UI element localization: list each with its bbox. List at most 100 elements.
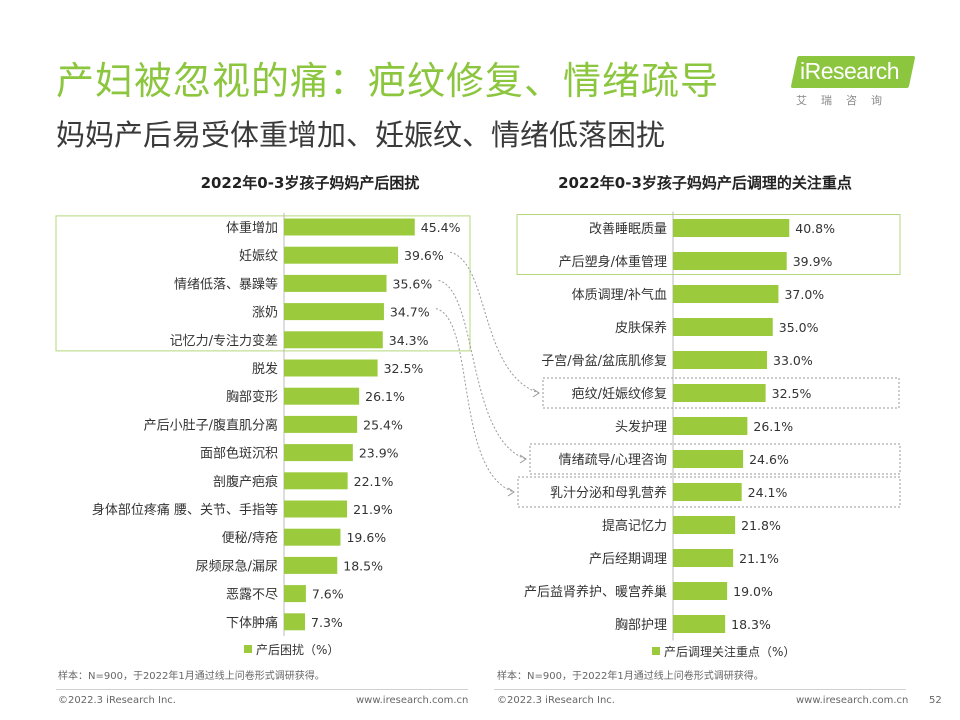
right-dotted-highlight-0 bbox=[542, 377, 900, 409]
chart-0-category-label-1: 妊娠纹 bbox=[239, 249, 278, 264]
chart-0-bar-10 bbox=[284, 500, 348, 518]
chart-1-value-label-4: 33.0% bbox=[773, 353, 813, 368]
chart-1-value-label-7: 24.6% bbox=[749, 452, 789, 467]
chart-1-value-label-0: 40.8% bbox=[795, 221, 835, 236]
chart-0-category-label-12: 尿频尿急/漏尿 bbox=[196, 558, 278, 574]
left-sample-note: 样本：N=900，于2022年1月通过线上问卷形式调研获得。 bbox=[58, 671, 325, 682]
chart-1-category-label-5: 疤纹/妊娠纹修复 bbox=[572, 387, 667, 402]
chart-0-bar-11 bbox=[284, 528, 341, 546]
chart-0-category-label-0: 体重增加 bbox=[226, 220, 278, 236]
right-footer-copyright: ©2022.3 iResearch Inc. bbox=[497, 695, 615, 706]
left-footer-divider bbox=[56, 689, 468, 690]
chart-0-category-label-8: 面部色斑沉积 bbox=[200, 446, 278, 462]
connector-arrowhead-2 bbox=[507, 487, 515, 497]
chart-0-value-label-7: 25.4% bbox=[363, 417, 403, 432]
chart-0-value-label-0: 45.4% bbox=[421, 220, 461, 235]
connector-arrow-2 bbox=[435, 308, 515, 493]
chart-0-category-label-14: 下体肿痛 bbox=[226, 615, 278, 631]
chart-1-bar-10 bbox=[673, 549, 734, 567]
chart-1-value-label-9: 21.8% bbox=[741, 518, 781, 533]
chart-0-legend-swatch bbox=[244, 645, 252, 653]
chart-1-value-label-2: 37.0% bbox=[784, 287, 824, 302]
connector-arrowhead-1 bbox=[519, 454, 527, 464]
right-sample-note: 样本：N=900，于2022年1月通过线上问卷形式调研获得。 bbox=[497, 671, 764, 682]
chart-0-bar-6 bbox=[284, 387, 360, 405]
chart-0-bar-2 bbox=[284, 274, 387, 292]
chart-0-bar-4 bbox=[284, 331, 383, 349]
chart-1-category-label-8: 乳汁分泌和母乳营养 bbox=[550, 485, 667, 501]
chart-0-bar-1 bbox=[284, 246, 399, 264]
chart-1-value-label-1: 39.9% bbox=[793, 254, 833, 269]
chart-0-value-label-11: 19.6% bbox=[346, 530, 386, 545]
chart-0-category-label-5: 脱发 bbox=[252, 361, 278, 377]
chart-1-value-label-6: 26.1% bbox=[753, 419, 793, 434]
chart-1-value-label-11: 19.0% bbox=[733, 584, 773, 599]
chart-1-category-label-6: 头发护理 bbox=[615, 419, 667, 435]
chart-0-bar-12 bbox=[284, 556, 338, 574]
chart-1-bar-1 bbox=[673, 252, 787, 270]
page-subtitle: 妈妈产后易受体重增加、妊娠纹、情绪低落困扰 bbox=[56, 118, 666, 152]
chart-1-bar-3 bbox=[673, 318, 773, 336]
chart-0-bar-9 bbox=[284, 472, 348, 490]
chart-0-value-label-6: 26.1% bbox=[365, 389, 405, 404]
left-chart-title: 2022年0-3岁孩子妈妈产后困扰 bbox=[200, 174, 420, 192]
chart-1-category-label-0: 改善睡眠质量 bbox=[589, 221, 667, 237]
page-title: 产妇被忽视的痛：疤纹修复、情绪疏导 bbox=[56, 59, 720, 103]
chart-0-category-label-13: 恶露不尽 bbox=[226, 588, 278, 603]
chart-1-category-label-1: 产后塑身/体重管理 bbox=[559, 254, 667, 270]
page-number: 52 bbox=[929, 695, 942, 706]
right-footer-url: www.iresearch.com.cn bbox=[796, 695, 909, 706]
chart-0-value-label-2: 35.6% bbox=[393, 276, 433, 291]
chart-1-bar-12 bbox=[673, 615, 726, 633]
right-dotted-highlight-1 bbox=[529, 443, 901, 475]
chart-0-highlight-box bbox=[55, 215, 471, 352]
right-footer-divider bbox=[494, 689, 906, 690]
chart-0-bar-5 bbox=[284, 359, 378, 377]
chart-0-category-label-4: 记忆力/专注力变差 bbox=[170, 333, 278, 349]
chart-1-category-label-10: 产后经期调理 bbox=[589, 552, 667, 567]
chart-0-category-label-10: 身体部位疼痛 腰、关节、手指等 bbox=[92, 502, 278, 518]
chart-0-value-label-10: 21.9% bbox=[353, 502, 393, 517]
chart-1-bar-6 bbox=[673, 417, 748, 435]
chart-0-value-label-4: 34.3% bbox=[389, 333, 429, 348]
chart-1-bar-7 bbox=[673, 450, 744, 468]
chart-0-category-label-9: 剖腹产疤痕 bbox=[213, 474, 278, 490]
chart-1-value-label-8: 24.1% bbox=[748, 485, 788, 500]
chart-0-value-label-5: 32.5% bbox=[384, 361, 424, 376]
chart-0-value-label-14: 7.3% bbox=[311, 615, 343, 630]
chart-1-legend-swatch bbox=[652, 647, 660, 655]
chart-0-bar-14 bbox=[284, 613, 306, 631]
chart-1-category-label-9: 提高记忆力 bbox=[602, 518, 667, 534]
chart-1-bar-5 bbox=[673, 384, 766, 402]
left-footer-copyright: ©2022.3 iResearch Inc. bbox=[58, 695, 176, 706]
right-dotted-highlight-2 bbox=[517, 476, 901, 508]
chart-1-value-label-5: 32.5% bbox=[772, 386, 812, 401]
chart-1-category-label-7: 情绪疏导/心理咨询 bbox=[559, 453, 667, 468]
iresearch-logo: iResearch 艾瑞咨询 bbox=[790, 50, 924, 108]
chart-0-category-label-2: 情绪低落、暴躁等 bbox=[174, 276, 278, 292]
right-chart-title: 2022年0-3岁孩子妈妈产后调理的关注重点 bbox=[558, 174, 852, 192]
logo-text: iResearch bbox=[800, 58, 900, 84]
chart-1-category-label-11: 产后益肾养护、暖宫养巢 bbox=[524, 584, 667, 600]
chart-1-category-label-4: 子宫/骨盆/盆底肌修复 bbox=[541, 353, 667, 369]
chart-0-value-label-13: 7.6% bbox=[312, 587, 344, 602]
chart-1-bar-4 bbox=[673, 351, 768, 369]
chart-0-value-label-8: 23.9% bbox=[359, 446, 399, 461]
chart-0-bar-13 bbox=[284, 585, 306, 603]
chart-1-highlight-box bbox=[516, 214, 901, 275]
chart-0-category-label-7: 产后小肚子/腹直肌分离 bbox=[144, 417, 278, 433]
chart-1-bar-11 bbox=[673, 582, 728, 600]
chart-0-category-label-6: 胸部变形 bbox=[226, 389, 278, 405]
chart-0-category-label-11: 便秘/痔疮 bbox=[222, 530, 278, 546]
logo-subtitle: 艾瑞咨询 bbox=[796, 94, 896, 107]
chart-0-legend-label: 产后困扰（%） bbox=[256, 643, 339, 657]
chart-1-legend-label: 产后调理关注重点（%） bbox=[664, 644, 795, 659]
chart-1-category-label-12: 胸部护理 bbox=[615, 618, 667, 633]
chart-1-bar-0 bbox=[673, 219, 790, 237]
chart-0-bar-0 bbox=[284, 218, 415, 236]
connector-arrowhead-0 bbox=[532, 388, 540, 398]
chart-0-value-label-3: 34.7% bbox=[390, 305, 430, 320]
chart-1-value-label-10: 21.1% bbox=[739, 551, 779, 566]
chart-1-bar-8 bbox=[673, 483, 742, 501]
